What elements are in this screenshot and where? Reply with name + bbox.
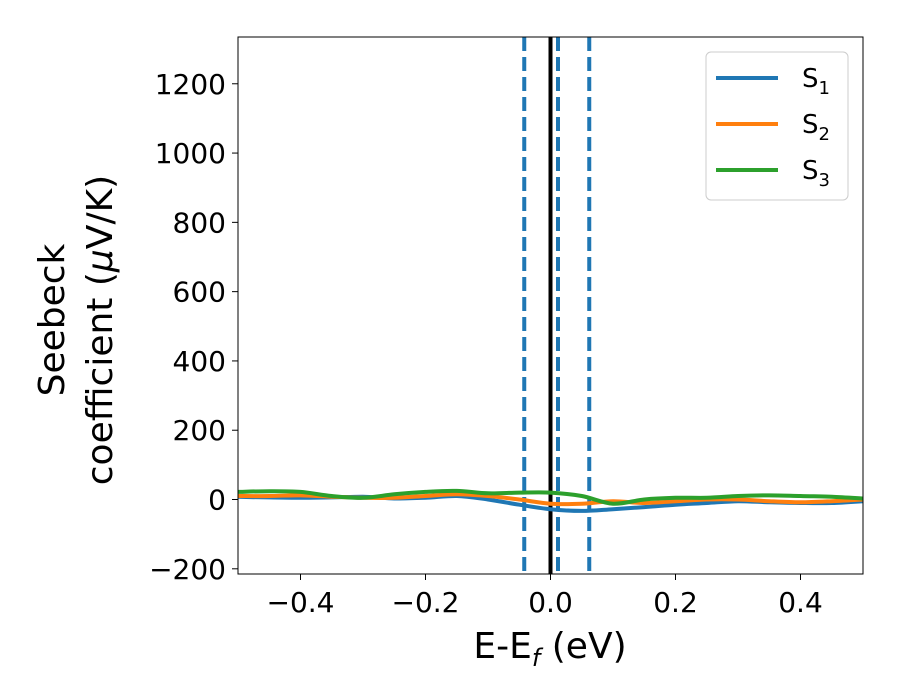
y-tick-label: −200 xyxy=(149,553,226,586)
legend-label-s3: S3 xyxy=(802,156,830,191)
y-axis-label: Seebeck coefficient (μV/K) xyxy=(32,175,121,485)
y-axis-label-mu: μ xyxy=(80,249,121,273)
legend: S1 S2 S3 xyxy=(705,51,849,201)
series-line-s3 xyxy=(237,488,864,506)
y-tick-label: 200 xyxy=(173,414,226,447)
y-tick-label: 0 xyxy=(208,484,226,517)
vertical-lines xyxy=(522,37,592,574)
y-axis-label-line1: Seebeck xyxy=(32,243,73,396)
legend-label-s1: S1 xyxy=(802,64,830,99)
x-axis-label: E-Ef (eV) xyxy=(473,626,626,672)
y-axis-label-line2: coefficient (μV/K) xyxy=(80,175,121,485)
y-axis-label-suffix: V/K) xyxy=(80,175,121,249)
x-axis-ticks: −0.4 −0.2 0.0 0.2 0.4 xyxy=(267,574,823,619)
y-tick-label: 1000 xyxy=(155,137,226,170)
x-tick-label: 0.0 xyxy=(528,586,573,619)
x-tick-label: 0.4 xyxy=(778,586,823,619)
legend-label-s2: S2 xyxy=(802,110,830,145)
y-tick-label: 400 xyxy=(173,345,226,378)
x-tick-label: −0.2 xyxy=(392,586,460,619)
y-axis-label-prefix: coefficient ( xyxy=(80,272,121,485)
y-axis-ticks: −200 0 200 400 600 800 1000 1200 xyxy=(149,68,238,586)
x-tick-label: 0.2 xyxy=(653,586,698,619)
y-tick-label: 800 xyxy=(173,206,226,239)
x-axis-label-unit: (eV) xyxy=(540,626,626,667)
series-lines xyxy=(237,488,864,513)
y-tick-label: 600 xyxy=(173,276,226,309)
x-tick-label: −0.4 xyxy=(267,586,335,619)
y-tick-label: 1200 xyxy=(155,68,226,101)
x-axis-label-main: E-E xyxy=(473,626,531,667)
